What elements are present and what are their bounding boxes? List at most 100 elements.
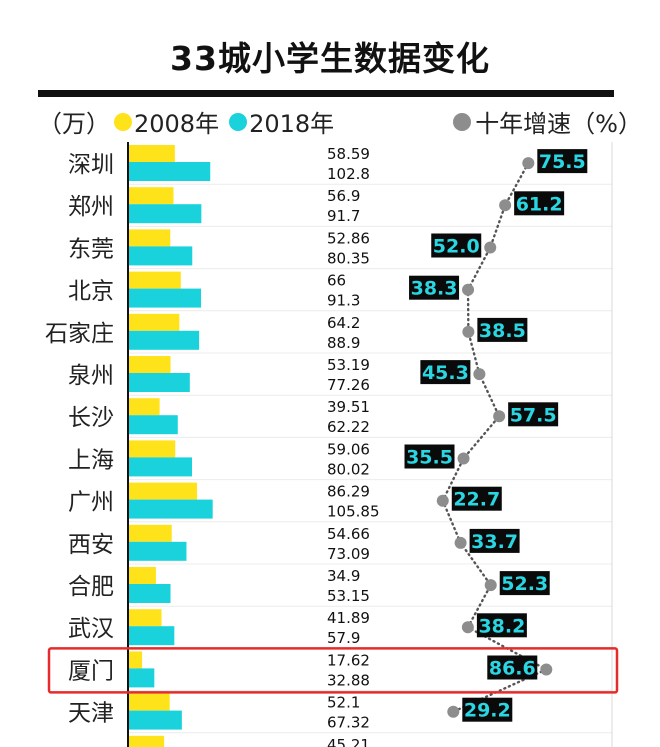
growth-dot (484, 579, 497, 592)
bar-2008 (128, 229, 171, 247)
growth-dot (461, 621, 474, 634)
growth-label-bg (469, 528, 520, 553)
growth-dot (457, 452, 470, 465)
growth-label: 22.7 (453, 489, 500, 511)
value-label-2008: 39.51 (327, 398, 370, 416)
bar-2008 (128, 693, 170, 711)
value-label-2008: 52.1 (327, 694, 360, 712)
growth-dot (473, 368, 486, 381)
bar-2008 (128, 398, 160, 416)
growth-dot (462, 325, 475, 338)
bar-2008 (128, 440, 176, 458)
bar-2018 (128, 584, 171, 603)
city-label: 长沙 (68, 405, 114, 431)
bar-2018 (128, 541, 187, 561)
bar-2008 (128, 482, 198, 500)
growth-dot (462, 283, 475, 296)
growth-label: 33.7 (471, 531, 518, 553)
growth-label-bg (431, 233, 482, 258)
bar-2008 (128, 356, 171, 373)
bar-2008 (128, 609, 162, 627)
growth-label: 38.3 (411, 278, 458, 300)
city-label: 广州 (68, 490, 114, 516)
city-label: 武汉 (68, 616, 114, 642)
growth-dot (493, 410, 506, 423)
chart-title: 33城小学生数据变化 (170, 39, 490, 78)
bar-2018 (128, 373, 190, 392)
bar-2018 (128, 499, 213, 519)
city-label: 东莞 (68, 236, 114, 262)
value-label-2018: 53.15 (327, 587, 370, 605)
bar-2008 (128, 524, 172, 542)
value-label-2008: 59.06 (327, 440, 370, 458)
legend-right: 十年增速（%） (453, 104, 642, 139)
city-label: 合肥 (68, 574, 114, 600)
value-label-2008: 17.62 (327, 651, 370, 669)
growth-label: 38.5 (479, 320, 526, 342)
city-label: 上海 (68, 447, 114, 473)
legend-2018-label: 2018年 (249, 110, 335, 138)
value-label-2018: 32.88 (327, 671, 370, 689)
growth-line (441, 161, 549, 713)
bar-2008 (128, 567, 156, 584)
growth-label: 75.5 (539, 151, 586, 173)
growth-dot (499, 199, 512, 212)
growth-label: 52.3 (501, 573, 548, 595)
city-label: 石家庄 (45, 321, 114, 347)
growth-dot (522, 157, 535, 170)
growth-label: 52.0 (433, 236, 480, 258)
legend-left: （万） 2008年 2018年 (38, 104, 334, 139)
city-label: 郑州 (68, 194, 114, 220)
value-label-2018: 77.26 (327, 376, 370, 394)
growth-label: 38.2 (478, 615, 525, 637)
legend-2008-swatch (114, 112, 132, 131)
growth-label-bg (537, 149, 588, 174)
value-label-2018: 80.35 (327, 249, 370, 267)
growth-dot (540, 663, 553, 676)
bar-2008 (128, 313, 180, 331)
legend-growth-swatch (453, 112, 472, 131)
bar-2018 (128, 710, 182, 730)
bar-2008 (128, 271, 181, 289)
city-label: 北京 (68, 279, 114, 305)
value-label-2018: 57.9 (327, 629, 360, 647)
growth-label-bg (508, 402, 559, 427)
value-label-2008: 53.19 (327, 356, 370, 374)
growth-dot (447, 705, 460, 718)
legend-2018-swatch (229, 112, 248, 131)
value-label-2008: 86.29 (327, 483, 370, 501)
highlight-box (47, 647, 619, 694)
growth-label: 35.5 (406, 447, 453, 469)
unit-label: （万） (38, 110, 110, 138)
bar-2018 (128, 668, 155, 688)
legend-growth-label: 十年增速（%） (475, 110, 642, 138)
value-label-2018: 62.22 (327, 418, 370, 436)
city-label: 西安 (68, 532, 114, 558)
title-rule (38, 90, 614, 97)
growth-dot (484, 241, 497, 254)
value-label-2008: 56.9 (327, 187, 360, 205)
bar-2018 (128, 162, 211, 181)
value-label-2008: 66 (327, 272, 346, 290)
growth-label: 45.3 (422, 362, 469, 384)
bar-2008 (128, 735, 165, 747)
value-label-2018: 80.02 (327, 460, 370, 478)
growth-dot (454, 536, 467, 549)
bar-2008 (128, 145, 175, 162)
growth-label-bg (409, 275, 460, 300)
growth-label-bg (462, 697, 513, 722)
growth-label-bg (451, 486, 502, 511)
value-label-2018: 102.8 (327, 165, 370, 183)
bar-2018 (128, 246, 193, 266)
value-label-2018: 91.3 (327, 292, 360, 310)
value-label-2018: 88.9 (327, 334, 360, 352)
growth-label-bg (487, 655, 538, 680)
growth-label-bg (477, 317, 528, 342)
bar-2008 (128, 187, 174, 205)
growth-label-bg (476, 613, 527, 638)
bar-2008 (128, 651, 143, 669)
growth-label: 61.2 (516, 193, 563, 215)
city-label: 天津 (68, 701, 114, 727)
growth-label-bg (514, 191, 565, 216)
